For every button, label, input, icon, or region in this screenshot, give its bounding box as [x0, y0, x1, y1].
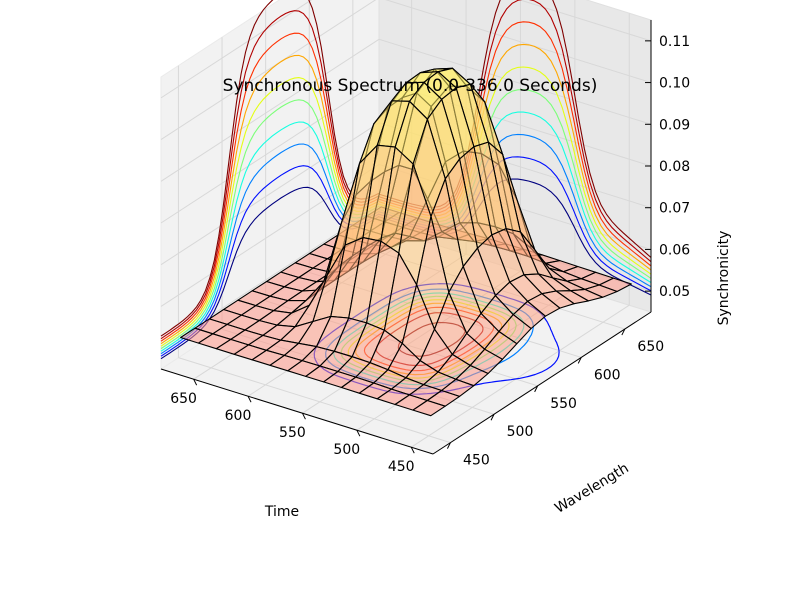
grid-line-z-back-wall: [385, 0, 652, 84]
tick-labels: 450 500 550 600 650 450 500 550 600 650 0.05 0.06 0.…: [170, 34, 690, 475]
surface-patch: [412, 399, 446, 417]
grid-line-y-floor: [178, 357, 451, 444]
x-tick-mark: [301, 412, 306, 420]
y-tick-label: 600: [594, 367, 621, 383]
x-tick-mark: [247, 395, 252, 403]
y-axis-label: Wavelength: [552, 460, 631, 516]
grid-line-z-left-wall: [160, 80, 380, 224]
x-tick-label: 650: [170, 391, 197, 407]
left-wall-contour-3: [160, 121, 380, 352]
grid-line-z-left-wall: [160, 38, 380, 182]
y-tick-mark: [577, 357, 582, 364]
z-tick-label: 0.08: [659, 159, 690, 175]
grid-line-z-left-wall: [160, 164, 380, 307]
y-axis-line: [432, 311, 652, 455]
y-tick-mark: [621, 328, 626, 336]
x-tick-mark: [356, 429, 361, 437]
x-tick-mark: [410, 446, 415, 454]
chart-title: Synchronous Spectrum (0.0-336.0 Seconds): [223, 76, 598, 96]
x-axis-line: [160, 368, 434, 455]
y-tick-mark: [490, 414, 495, 421]
z-tick-label: 0.11: [659, 34, 690, 50]
x-tick-label: 550: [279, 425, 306, 441]
grid-line-z-back-wall: [378, 38, 652, 125]
grid-line-z-back-wall: [518, 0, 652, 42]
z-tick-label: 0.06: [659, 242, 690, 258]
left-wall-contour-7: [160, 32, 380, 342]
grid-line-z-left-wall: [160, 0, 377, 140]
left-wall-contour-8: [160, 10, 380, 340]
y-tick-label: 450: [463, 453, 490, 469]
z-tick-label: 0.07: [659, 201, 690, 217]
x-axis-label: Time: [264, 504, 299, 520]
x-tick-label: 600: [225, 408, 252, 424]
x-tick-label: 500: [333, 442, 360, 458]
surface-mesh: [180, 67, 632, 417]
left-wall-contour-4: [160, 99, 380, 350]
left-wall-contour-5: [160, 77, 380, 347]
z-axis-label: Synchronicity: [716, 231, 732, 326]
y-tick-mark: [446, 442, 451, 449]
y-tick-label: 500: [507, 424, 534, 440]
grid-line-x-floor: [410, 304, 630, 448]
left-wall-contour-6: [160, 54, 380, 345]
x-tick-label: 450: [388, 459, 415, 475]
y-tick-label: 550: [550, 396, 577, 412]
y-tick-mark: [534, 385, 539, 393]
grid-line-z-left-wall: [160, 0, 313, 99]
z-tick-label: 0.10: [659, 76, 690, 92]
y-tick-label: 650: [637, 339, 664, 355]
x-tick-mark: [193, 378, 198, 386]
left-wall-contour-9: [160, 0, 380, 337]
grid-line-z-left-wall: [160, 122, 380, 266]
z-tick-label: 0.05: [659, 284, 690, 300]
z-tick-label: 0.09: [659, 117, 690, 133]
